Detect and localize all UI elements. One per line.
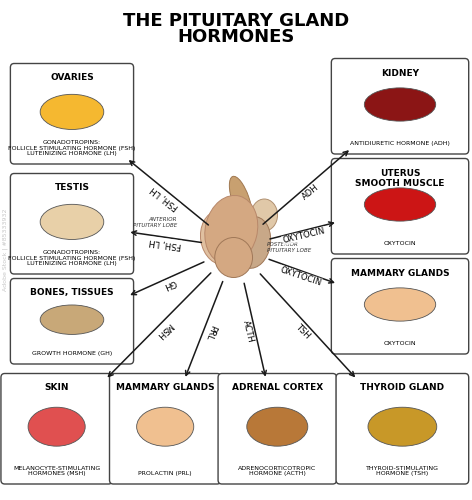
Text: PRL: PRL (203, 323, 217, 341)
Text: ADRENOCORTICOTROPIC
HORMONE (ACTH): ADRENOCORTICOTROPIC HORMONE (ACTH) (238, 466, 316, 476)
Text: PROLACTIN (PRL): PROLACTIN (PRL) (138, 471, 192, 476)
Text: Adobe Stock | #85333932: Adobe Stock | #85333932 (3, 209, 8, 291)
Text: GH: GH (161, 278, 177, 290)
Ellipse shape (28, 407, 85, 446)
FancyBboxPatch shape (1, 374, 112, 484)
Text: OXYTOCIN: OXYTOCIN (278, 265, 322, 287)
Text: OXYTOCIN: OXYTOCIN (384, 341, 416, 346)
Ellipse shape (229, 176, 252, 224)
Text: BONES, TISSUES: BONES, TISSUES (30, 288, 114, 298)
Ellipse shape (40, 94, 104, 130)
Text: GONADOTROPINS:
FOLLICLE STIMULATING HORMONE (FSH)
LUTEINIZING HORMONE (LH): GONADOTROPINS: FOLLICLE STIMULATING HORM… (8, 250, 135, 266)
Ellipse shape (40, 305, 104, 334)
Text: UTERUS
SMOOTH MUSCLE: UTERUS SMOOTH MUSCLE (355, 168, 445, 188)
Text: ANTIDIURETIC HORMONE (ADH): ANTIDIURETIC HORMONE (ADH) (350, 141, 450, 146)
FancyBboxPatch shape (10, 174, 134, 274)
Ellipse shape (364, 88, 436, 121)
Text: MAMMARY GLANDS: MAMMARY GLANDS (351, 268, 449, 278)
Text: THE PITUITARY GLAND: THE PITUITARY GLAND (123, 12, 349, 30)
FancyBboxPatch shape (331, 258, 469, 354)
Text: FSH, LH: FSH, LH (149, 184, 180, 211)
Text: OVARIES: OVARIES (50, 74, 94, 82)
Text: ACTH: ACTH (242, 320, 256, 344)
Text: OXYTOCIN: OXYTOCIN (282, 226, 326, 246)
Ellipse shape (215, 238, 253, 278)
FancyBboxPatch shape (10, 278, 134, 364)
Ellipse shape (368, 407, 437, 446)
Text: THYROID GLAND: THYROID GLAND (360, 384, 445, 392)
Ellipse shape (364, 288, 436, 321)
Text: KIDNEY: KIDNEY (381, 68, 419, 78)
Text: THYROID-STIMULATING
HORMONE (TSH): THYROID-STIMULATING HORMONE (TSH) (366, 466, 439, 476)
Ellipse shape (40, 204, 104, 240)
Text: POSTERIOR
PITUITARY LOBE: POSTERIOR PITUITARY LOBE (267, 242, 311, 253)
Text: ADRENAL CORTEX: ADRENAL CORTEX (232, 384, 323, 392)
Text: TSH: TSH (294, 322, 312, 340)
FancyBboxPatch shape (218, 374, 337, 484)
Text: ANTERIOR
PITUITARY LOBE: ANTERIOR PITUITARY LOBE (133, 217, 177, 228)
Text: MELANOCYTE-STIMULATING
HORMONES (MSH): MELANOCYTE-STIMULATING HORMONES (MSH) (13, 466, 100, 476)
Ellipse shape (247, 407, 308, 446)
Ellipse shape (205, 196, 258, 264)
Ellipse shape (364, 188, 436, 221)
Ellipse shape (136, 407, 194, 446)
Text: SKIN: SKIN (44, 384, 69, 392)
FancyBboxPatch shape (110, 374, 221, 484)
Text: GROWTH HORMONE (GH): GROWTH HORMONE (GH) (32, 351, 112, 356)
Ellipse shape (235, 216, 270, 268)
Text: FSH, LH: FSH, LH (148, 236, 182, 250)
Text: TESTIS: TESTIS (54, 184, 90, 192)
Text: OXYTOCIN: OXYTOCIN (384, 241, 416, 246)
FancyBboxPatch shape (10, 64, 134, 164)
FancyBboxPatch shape (331, 58, 469, 154)
Ellipse shape (201, 210, 243, 265)
Text: ADH: ADH (300, 183, 320, 202)
Text: MSH: MSH (154, 321, 174, 340)
FancyBboxPatch shape (331, 158, 469, 254)
Text: HORMONES: HORMONES (177, 28, 295, 46)
Text: GONADOTROPINS:
FOLLICLE STIMULATING HORMONE (FSH)
LUTEINIZING HORMONE (LH): GONADOTROPINS: FOLLICLE STIMULATING HORM… (8, 140, 135, 156)
Text: MAMMARY GLANDS: MAMMARY GLANDS (116, 384, 214, 392)
FancyBboxPatch shape (336, 374, 469, 484)
Ellipse shape (251, 199, 278, 231)
